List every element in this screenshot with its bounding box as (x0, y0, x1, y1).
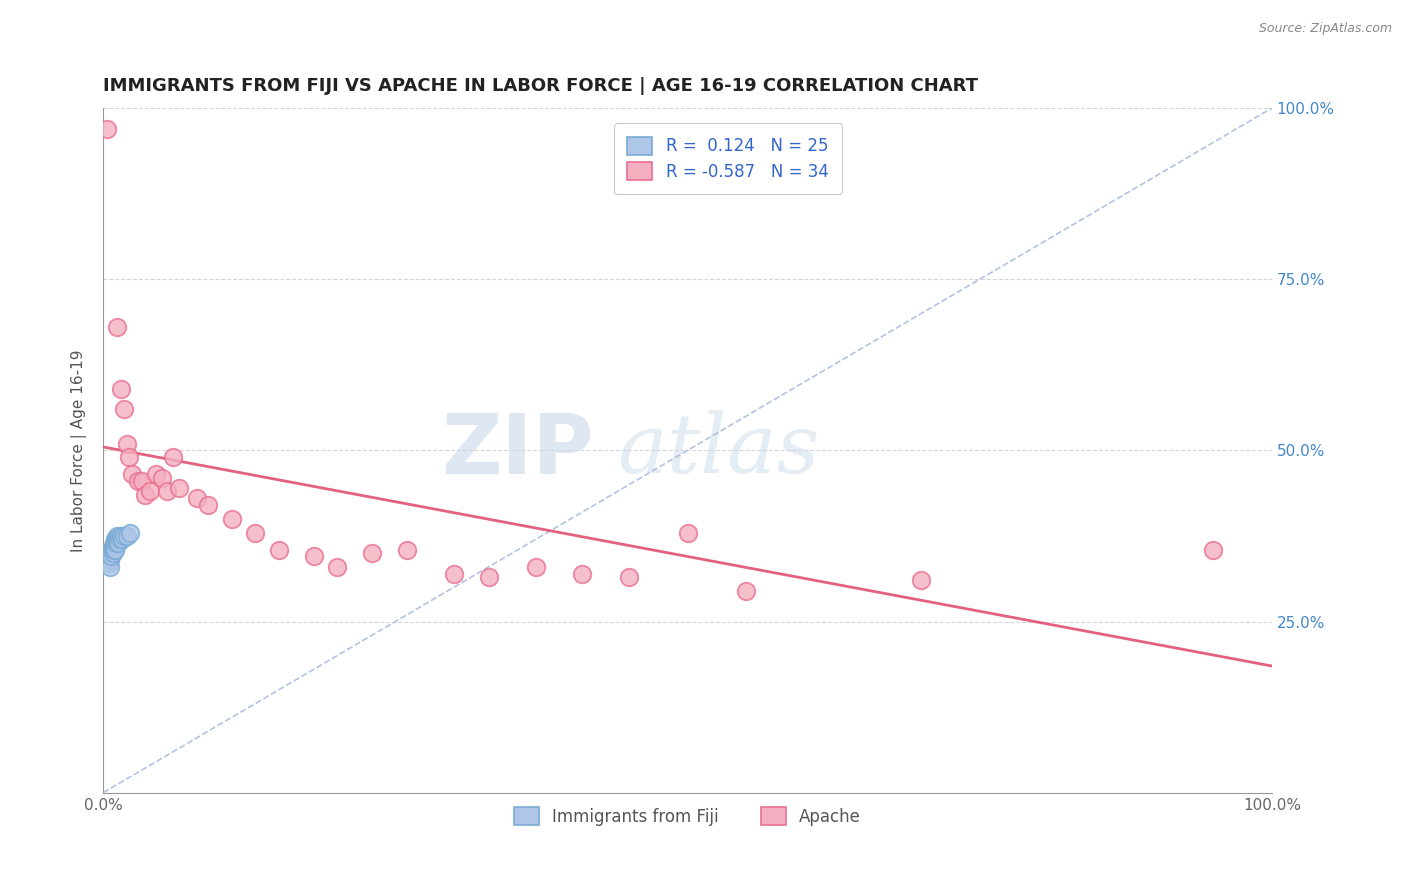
Point (100, 549, 122, 564)
Point (108, 533, 131, 547)
Point (243, 525, 266, 540)
Point (156, 484, 179, 499)
Y-axis label: In Labor Force | Age 16-19: In Labor Force | Age 16-19 (72, 349, 87, 551)
Point (131, 474, 153, 488)
Point (120, 525, 142, 540)
Point (145, 467, 167, 482)
Point (478, 570, 501, 584)
Point (101, 546, 124, 560)
Text: ZIP: ZIP (441, 410, 595, 491)
Point (1202, 542, 1225, 557)
Point (396, 542, 419, 557)
Point (139, 484, 162, 499)
Point (104, 542, 127, 557)
Point (121, 467, 143, 482)
Point (105, 529, 128, 543)
Point (571, 566, 593, 581)
Point (267, 542, 290, 557)
Text: IMMIGRANTS FROM FIJI VS APACHE IN LABOR FORCE | AGE 16-19 CORRELATION CHART: IMMIGRANTS FROM FIJI VS APACHE IN LABOR … (103, 78, 979, 95)
Point (127, 474, 149, 488)
Point (162, 450, 184, 465)
Point (107, 536, 129, 550)
Point (167, 481, 190, 495)
Point (104, 539, 127, 553)
Point (115, 436, 138, 450)
Point (524, 559, 547, 574)
Point (302, 549, 325, 564)
Point (105, 320, 128, 334)
Point (110, 529, 132, 543)
Text: Source: ZipAtlas.com: Source: ZipAtlas.com (1258, 22, 1392, 36)
Point (98, 559, 121, 574)
Legend: Immigrants from Fiji, Apache: Immigrants from Fiji, Apache (508, 800, 868, 832)
Point (103, 539, 125, 553)
Point (134, 488, 156, 502)
Point (111, 533, 134, 547)
Point (103, 542, 125, 557)
Point (105, 533, 128, 547)
Point (735, 583, 758, 598)
Point (96, 121, 118, 136)
Point (443, 566, 465, 581)
Point (105, 536, 128, 550)
Point (150, 471, 173, 485)
Point (676, 525, 699, 540)
Point (197, 498, 219, 512)
Point (326, 559, 349, 574)
Point (112, 402, 135, 417)
Point (98, 553, 121, 567)
Point (112, 529, 135, 543)
Point (186, 491, 208, 506)
Point (361, 546, 384, 560)
Text: atlas: atlas (617, 410, 820, 491)
Point (100, 542, 122, 557)
Point (107, 531, 129, 545)
Point (110, 382, 132, 396)
Point (115, 529, 138, 543)
Point (104, 533, 127, 547)
Point (103, 536, 125, 550)
Point (98, 557, 121, 571)
Point (118, 450, 141, 465)
Point (910, 574, 932, 588)
Point (101, 539, 124, 553)
Point (617, 570, 640, 584)
Point (105, 533, 128, 548)
Point (221, 512, 243, 526)
